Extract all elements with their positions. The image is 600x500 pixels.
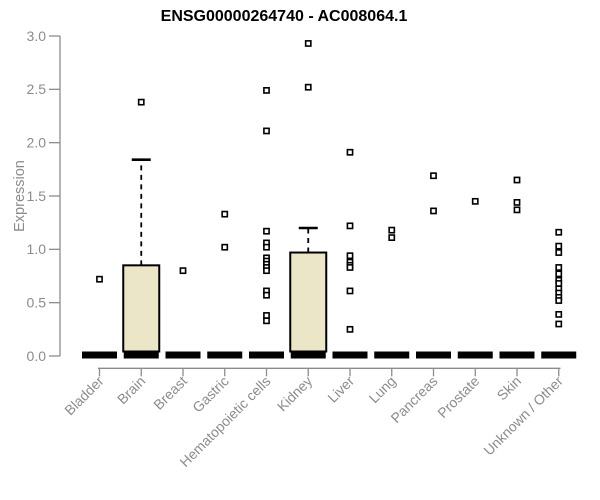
data-point	[137, 98, 145, 106]
data-point	[179, 267, 187, 275]
data-point	[263, 317, 270, 325]
x-category-label: Prostate	[434, 373, 482, 421]
data-point	[555, 280, 563, 287]
data-point	[346, 325, 354, 333]
median-bar	[123, 351, 159, 359]
median-bar	[499, 351, 535, 359]
data-point	[555, 264, 563, 271]
data-point	[263, 267, 270, 275]
boxplot-gastric	[207, 210, 243, 359]
data-point	[388, 234, 396, 241]
boxplot-brain	[122, 98, 161, 359]
y-tick-label: 2.5	[27, 81, 47, 97]
y-tick-label: 1.5	[27, 188, 47, 204]
data-point	[430, 172, 437, 180]
boxplot-hematopoietic-cells	[249, 86, 284, 359]
y-tick-label: 0.0	[27, 348, 47, 364]
median-bar	[374, 351, 410, 359]
data-point	[263, 291, 270, 299]
data-point	[221, 243, 229, 251]
data-point	[304, 83, 312, 91]
x-category-label: Unknown / Other	[480, 373, 566, 459]
boxplot-lung	[374, 226, 410, 359]
data-point	[304, 40, 312, 47]
median-bar	[457, 351, 493, 359]
box-rect	[289, 251, 328, 353]
data-point	[263, 312, 270, 319]
boxplot-bladder	[82, 275, 117, 359]
data-point	[263, 227, 270, 235]
data-point	[346, 264, 354, 271]
data-point	[346, 148, 354, 156]
data-point	[471, 197, 479, 205]
data-point	[430, 207, 437, 215]
boxplot-kidney	[289, 40, 328, 359]
median-bar	[416, 351, 451, 359]
boxplot-unknown-other	[541, 228, 577, 359]
data-point	[555, 297, 563, 304]
data-point	[346, 287, 354, 295]
median-bar	[332, 351, 368, 359]
data-point	[263, 86, 270, 94]
median-bar	[207, 351, 243, 359]
boxplot-breast	[165, 267, 201, 359]
data-point	[555, 228, 563, 236]
data-point	[555, 270, 563, 278]
chart-title: ENSG00000264740 - AC008064.1	[160, 8, 408, 25]
x-category-label: Lung	[366, 373, 399, 406]
x-category-label: Liver	[324, 373, 357, 406]
median-bar	[82, 351, 117, 359]
boxplot-prostate	[457, 197, 493, 359]
y-tick-label: 2.0	[27, 134, 47, 150]
data-point	[513, 198, 521, 206]
y-tick-label: 1.0	[27, 241, 47, 257]
data-point	[555, 242, 563, 250]
x-category-label: Kidney	[274, 373, 316, 415]
data-point	[346, 252, 354, 260]
median-bar	[249, 351, 284, 359]
x-category-label: Skin	[494, 373, 525, 404]
x-category-label: Brain	[114, 373, 148, 407]
data-point	[96, 275, 103, 283]
data-point	[263, 243, 270, 251]
data-point	[555, 310, 563, 318]
boxplot-pancreas	[416, 172, 451, 359]
data-point	[388, 226, 396, 234]
data-point	[555, 249, 563, 256]
data-point	[221, 210, 229, 218]
x-category-label: Breast	[150, 373, 190, 413]
y-tick-label: 3.0	[27, 28, 47, 44]
box-rect	[122, 264, 161, 353]
y-tick-label: 0.5	[27, 294, 47, 310]
data-point	[346, 222, 354, 230]
median-bar	[290, 351, 326, 359]
boxplot-liver	[332, 148, 368, 359]
median-bar	[165, 351, 201, 359]
boxplot-skin	[499, 176, 535, 359]
data-point	[513, 206, 521, 214]
data-point	[263, 127, 270, 135]
data-point	[513, 176, 521, 184]
median-bar	[541, 351, 577, 359]
x-category-label: Bladder	[61, 373, 107, 419]
data-point	[555, 320, 563, 328]
